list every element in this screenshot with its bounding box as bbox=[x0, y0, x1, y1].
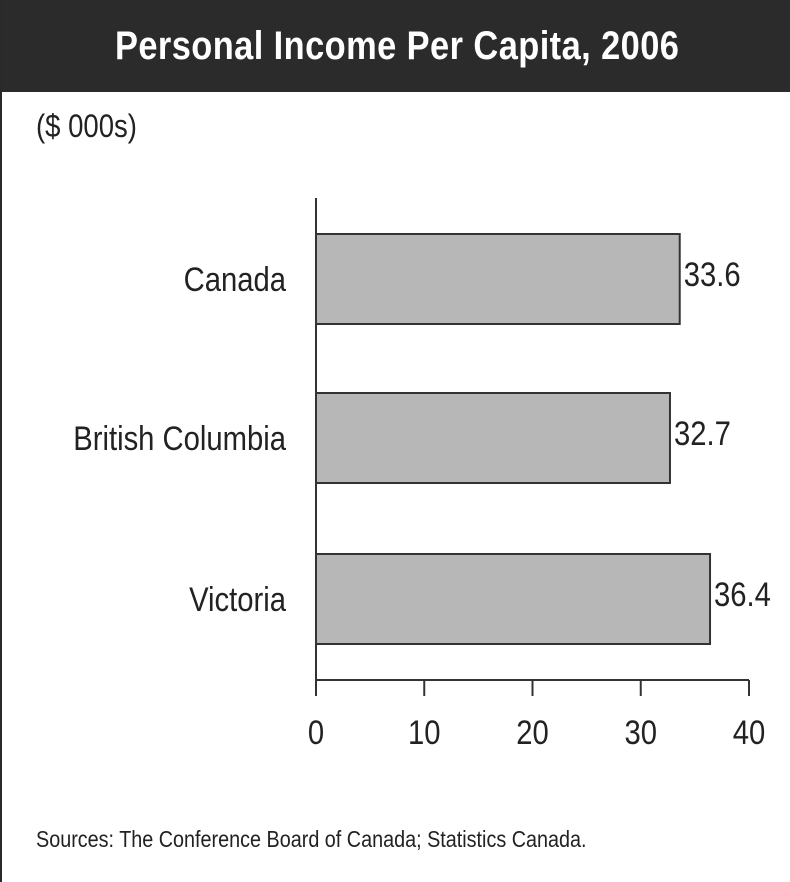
value-label-victoria: 36.4 bbox=[714, 575, 771, 614]
unit-label: ($ 000s) bbox=[36, 108, 137, 144]
x-tick-label-20: 20 bbox=[516, 713, 549, 752]
bar-victoria bbox=[315, 553, 712, 645]
category-label-victoria: Victoria bbox=[189, 580, 286, 619]
chart-title: Personal Income Per Capita, 2006 bbox=[114, 23, 680, 68]
bars-layer: Canada 33.6 British Columbia 32.7 Victoria 36… bbox=[73, 233, 771, 645]
value-label-canada: 33.6 bbox=[684, 255, 741, 294]
category-label-british-columbia: British Columbia bbox=[73, 419, 286, 458]
source-note: Sources: The Conference Board of Canada;… bbox=[36, 826, 587, 852]
x-tick-label-10: 10 bbox=[408, 713, 441, 752]
x-tick-label-0: 0 bbox=[308, 713, 324, 752]
x-tick-label-40: 40 bbox=[733, 713, 766, 752]
x-tick-label-30: 30 bbox=[624, 713, 657, 752]
bar-british-columbia bbox=[315, 392, 671, 484]
category-label-canada: Canada bbox=[184, 260, 287, 299]
title-bar: Personal Income Per Capita, 2006 bbox=[2, 0, 790, 92]
bar-canada bbox=[315, 233, 681, 325]
x-axis: 0 10 20 30 40 bbox=[308, 198, 765, 752]
value-label-british-columbia: 32.7 bbox=[674, 414, 731, 453]
